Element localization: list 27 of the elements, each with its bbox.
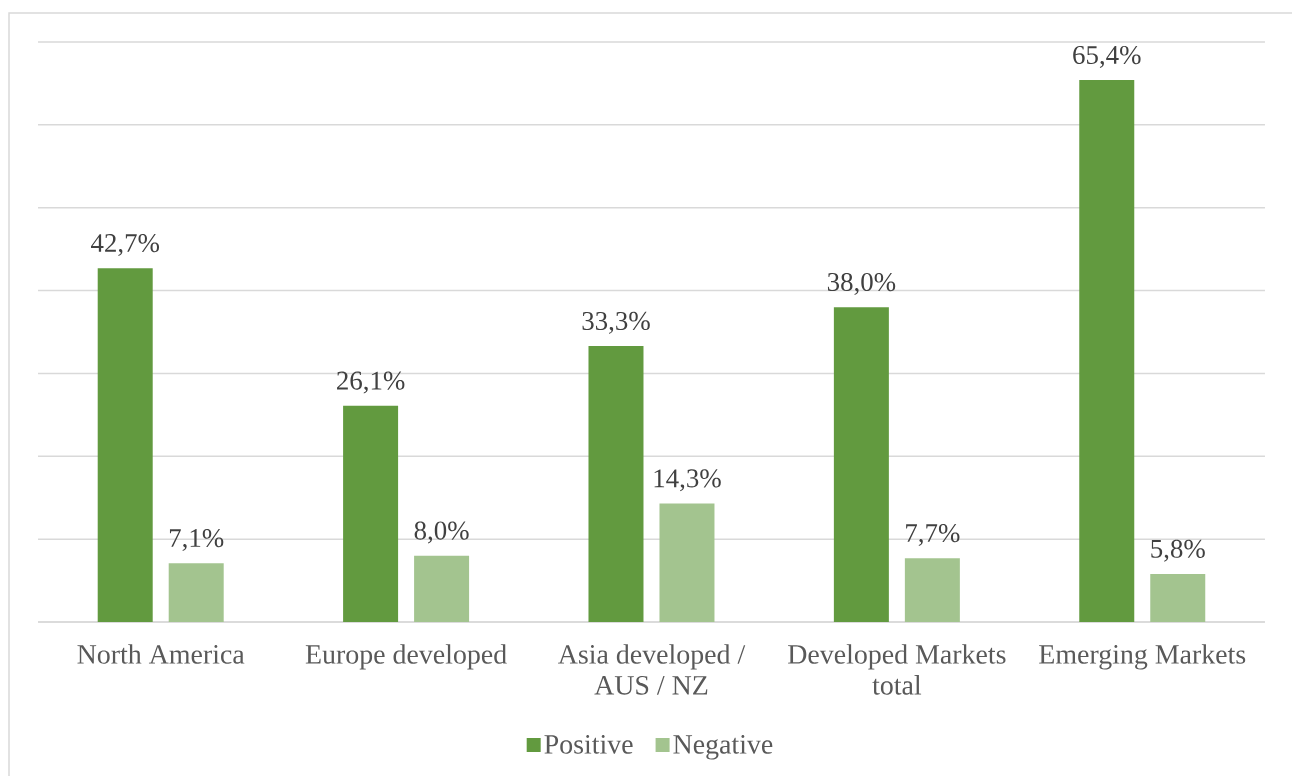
- legend-label: Negative: [673, 735, 773, 760]
- data-label: 5,8%: [1151, 539, 1205, 562]
- data-label: 14,3%: [654, 469, 721, 492]
- data-label: 7,7%: [906, 523, 960, 546]
- bar: [168, 563, 224, 622]
- bar: [343, 405, 399, 622]
- bar: [414, 555, 470, 622]
- bar: [1079, 80, 1135, 622]
- bar: [588, 346, 644, 622]
- legend-label: Positive: [544, 735, 633, 754]
- data-label: 26,1%: [337, 371, 405, 394]
- x-tick-label: North America: [77, 644, 245, 664]
- data-label: 8,0%: [414, 521, 469, 544]
- data-label: 42,7%: [91, 233, 160, 256]
- data-label: 38,0%: [827, 272, 896, 295]
- bar: [833, 307, 889, 622]
- bar: [97, 268, 153, 622]
- bar: [904, 558, 960, 622]
- data-label: 65,4%: [1073, 45, 1141, 68]
- data-label: 33,3%: [582, 311, 650, 334]
- x-tick-label: Europe developed: [305, 644, 507, 670]
- x-tick-label: Developed Markets total: [788, 644, 1006, 695]
- data-label: 7,1%: [169, 528, 224, 551]
- bar: [659, 503, 715, 622]
- bar: [1150, 573, 1206, 622]
- x-tick-label: Emerging Markets: [1039, 644, 1246, 670]
- x-tick-label: Asia developed / AUS / NZ: [558, 644, 746, 695]
